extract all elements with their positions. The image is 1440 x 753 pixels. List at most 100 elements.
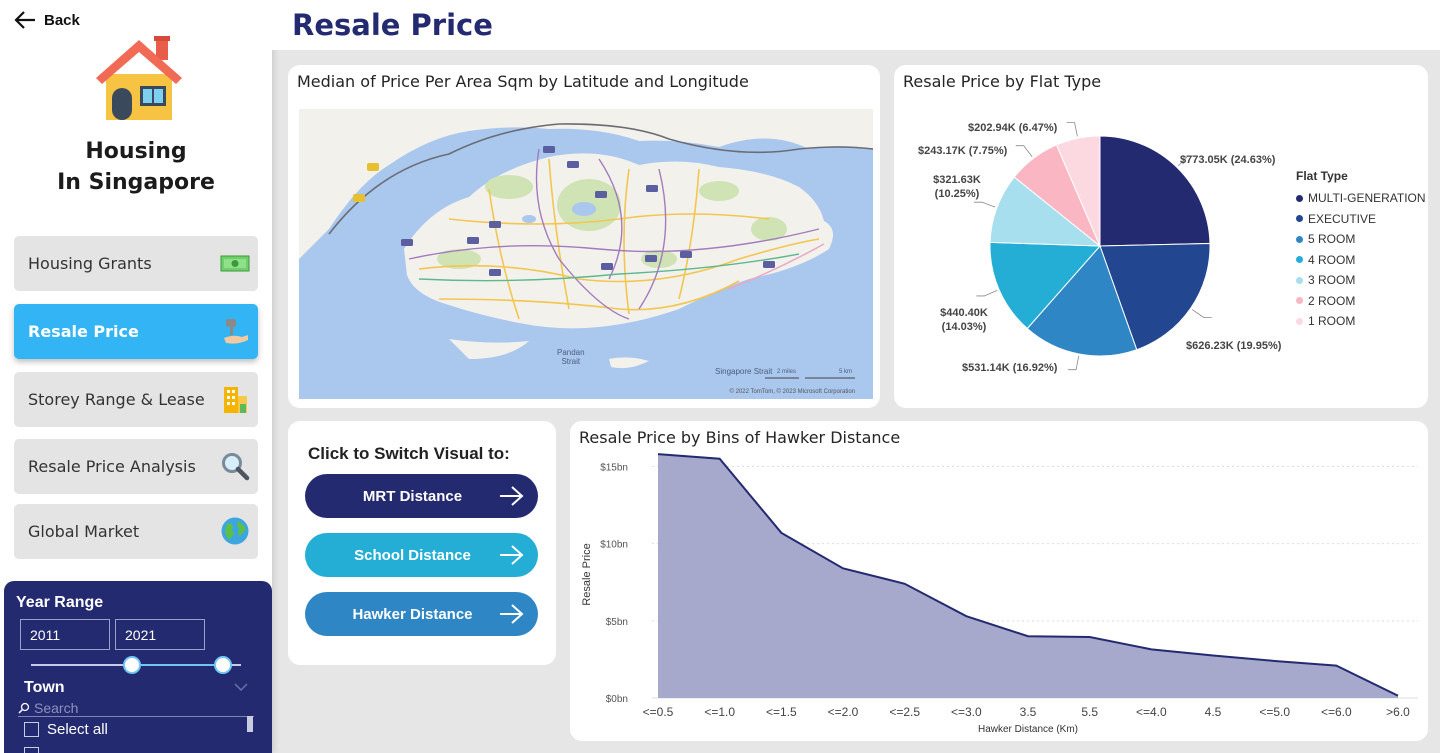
pie-slice-5-room[interactable] (1026, 245, 1138, 357)
pie-leader-line (976, 290, 998, 297)
legend-item[interactable]: 4 ROOM (1296, 250, 1426, 271)
back-label: Back (44, 11, 80, 29)
pie-slice-3-room[interactable] (989, 176, 1102, 247)
x-tick-label: <=6.0 (1321, 705, 1352, 719)
nav-label: Storey Range & Lease (28, 390, 205, 409)
map-drawing (299, 109, 873, 399)
legend-swatch (1296, 194, 1303, 202)
area-fill[interactable] (658, 454, 1398, 698)
school-distance-button[interactable]: School Distance (305, 533, 538, 577)
data-point[interactable] (1148, 646, 1154, 652)
data-point[interactable] (1025, 633, 1031, 639)
x-tick-label: 5.5 (1081, 705, 1098, 719)
button-label: MRT Distance (362, 487, 463, 505)
mrt-distance-button[interactable]: MRT Distance (305, 474, 538, 518)
nav-label: Resale Price (28, 322, 139, 341)
nav-resale-price[interactable]: Resale Price (14, 304, 258, 359)
pie-slice-multi-generation[interactable] (1099, 135, 1211, 247)
data-point[interactable] (1272, 658, 1278, 664)
back-button[interactable]: Back (14, 10, 80, 30)
data-point[interactable] (1333, 663, 1339, 669)
legend-item[interactable]: EXECUTIVE (1296, 209, 1426, 230)
year-slider-handle-end[interactable] (214, 656, 232, 674)
pie-slice-1-room[interactable] (1055, 135, 1101, 247)
data-point[interactable] (840, 565, 846, 571)
brand-line1: Housing (85, 139, 187, 164)
x-tick-label: <=1.0 (704, 705, 735, 719)
legend-item[interactable]: MULTI-GENERATION (1296, 188, 1426, 209)
pie-leader-line (973, 201, 996, 208)
data-point[interactable] (963, 613, 969, 619)
pie-leader-line (1191, 309, 1212, 318)
x-tick-label: >6.0 (1386, 705, 1410, 719)
house-icon (96, 36, 182, 120)
legend-item[interactable]: 3 ROOM (1296, 270, 1426, 291)
scale-miles-label: 2 miles (777, 369, 797, 375)
legend-label: MULTI-GENERATION (1308, 191, 1426, 206)
legend-item[interactable]: 5 ROOM (1296, 229, 1426, 250)
year-start-input[interactable]: 2011 (20, 619, 110, 650)
data-point[interactable] (778, 530, 784, 536)
data-point[interactable] (1395, 693, 1401, 699)
legend-label: 2 ROOM (1308, 293, 1356, 308)
year-range-title: Year Range (16, 594, 104, 611)
data-point[interactable] (1210, 653, 1216, 659)
page-header: Resale Price (272, 0, 1440, 50)
legend-swatch (1296, 317, 1303, 325)
pie-card-title: Resale Price by Flat Type (903, 72, 1102, 91)
town-list-scrollbar[interactable] (247, 716, 253, 732)
town-title: Town (24, 679, 65, 696)
hand-key-icon (224, 319, 248, 344)
nav-housing-grants[interactable]: Housing Grants (14, 236, 258, 291)
year-slider-handle-start[interactable] (123, 656, 141, 674)
arrow-right-icon (500, 545, 524, 565)
nav-resale-price-analysis[interactable]: Resale Price Analysis (14, 439, 258, 494)
pie-label-multi-generation: $773.05K (24.63%) (1180, 154, 1276, 166)
pie-label-4-room: $440.40K (14.03%) (940, 307, 988, 333)
legend-swatch (1296, 215, 1303, 223)
select-all-row[interactable]: Select all (24, 721, 108, 738)
town-search (18, 700, 254, 717)
chevron-down-icon[interactable] (234, 682, 248, 692)
pandan-strait-label: Pandan Strait (557, 348, 585, 366)
data-point[interactable] (717, 456, 723, 462)
pie-label-1-room: $202.94K (6.47%) (968, 122, 1058, 134)
legend-title: Flat Type (1296, 169, 1348, 183)
pie-slice-4-room[interactable] (989, 241, 1102, 330)
hawker-chart-title: Resale Price by Bins of Hawker Distance (579, 428, 901, 447)
legend-item[interactable]: 2 ROOM (1296, 291, 1426, 312)
legend-swatch (1296, 235, 1303, 243)
data-point[interactable] (902, 581, 908, 587)
arrow-right-icon (500, 486, 524, 506)
nav-storey-range-lease[interactable]: Storey Range & Lease (14, 372, 258, 427)
pie-chart[interactable] (894, 65, 1428, 408)
pie-leader-line (1066, 122, 1078, 137)
data-point[interactable] (655, 451, 661, 457)
hawker-distance-button[interactable]: Hawker Distance (305, 592, 538, 636)
legend-label: 3 ROOM (1308, 273, 1356, 288)
x-tick-label: <=0.5 (643, 705, 674, 719)
y-tick-label: $0bn (606, 694, 628, 705)
select-all-checkbox[interactable] (24, 722, 39, 737)
building-icon (224, 387, 247, 413)
series-line[interactable] (657, 453, 1399, 697)
town-checkbox[interactable] (24, 747, 39, 753)
pie-leader-line (1177, 155, 1197, 167)
hawker-area-chart[interactable]: $0bn $5bn $10bn $15bn <=0.5 <=1.0 <=1.5 <=2.0 <=… (570, 421, 1428, 741)
x-tick-label: <=2.0 (828, 705, 859, 719)
nav-label: Housing Grants (28, 254, 152, 273)
globe-icon (221, 517, 249, 545)
year-end-input[interactable]: 2021 (115, 619, 205, 650)
brand-title: Housing In Singapore (0, 136, 272, 198)
legend-item[interactable]: 1 ROOM (1296, 311, 1426, 332)
singapore-map[interactable]: Pandan Strait Singapore Strait 2 miles 5… (299, 109, 873, 399)
pie-leader-line (1068, 355, 1080, 371)
town-search-input[interactable] (34, 700, 234, 716)
legend-swatch (1296, 256, 1303, 264)
y-tick-label: $15bn (600, 462, 628, 473)
nav-global-market[interactable]: Global Market (14, 504, 258, 559)
data-point[interactable] (1087, 634, 1093, 640)
y-tick-label: $5bn (606, 617, 628, 628)
legend-swatch (1296, 276, 1303, 284)
pie-label-executive: $626.23K (19.95%) (1186, 340, 1282, 352)
